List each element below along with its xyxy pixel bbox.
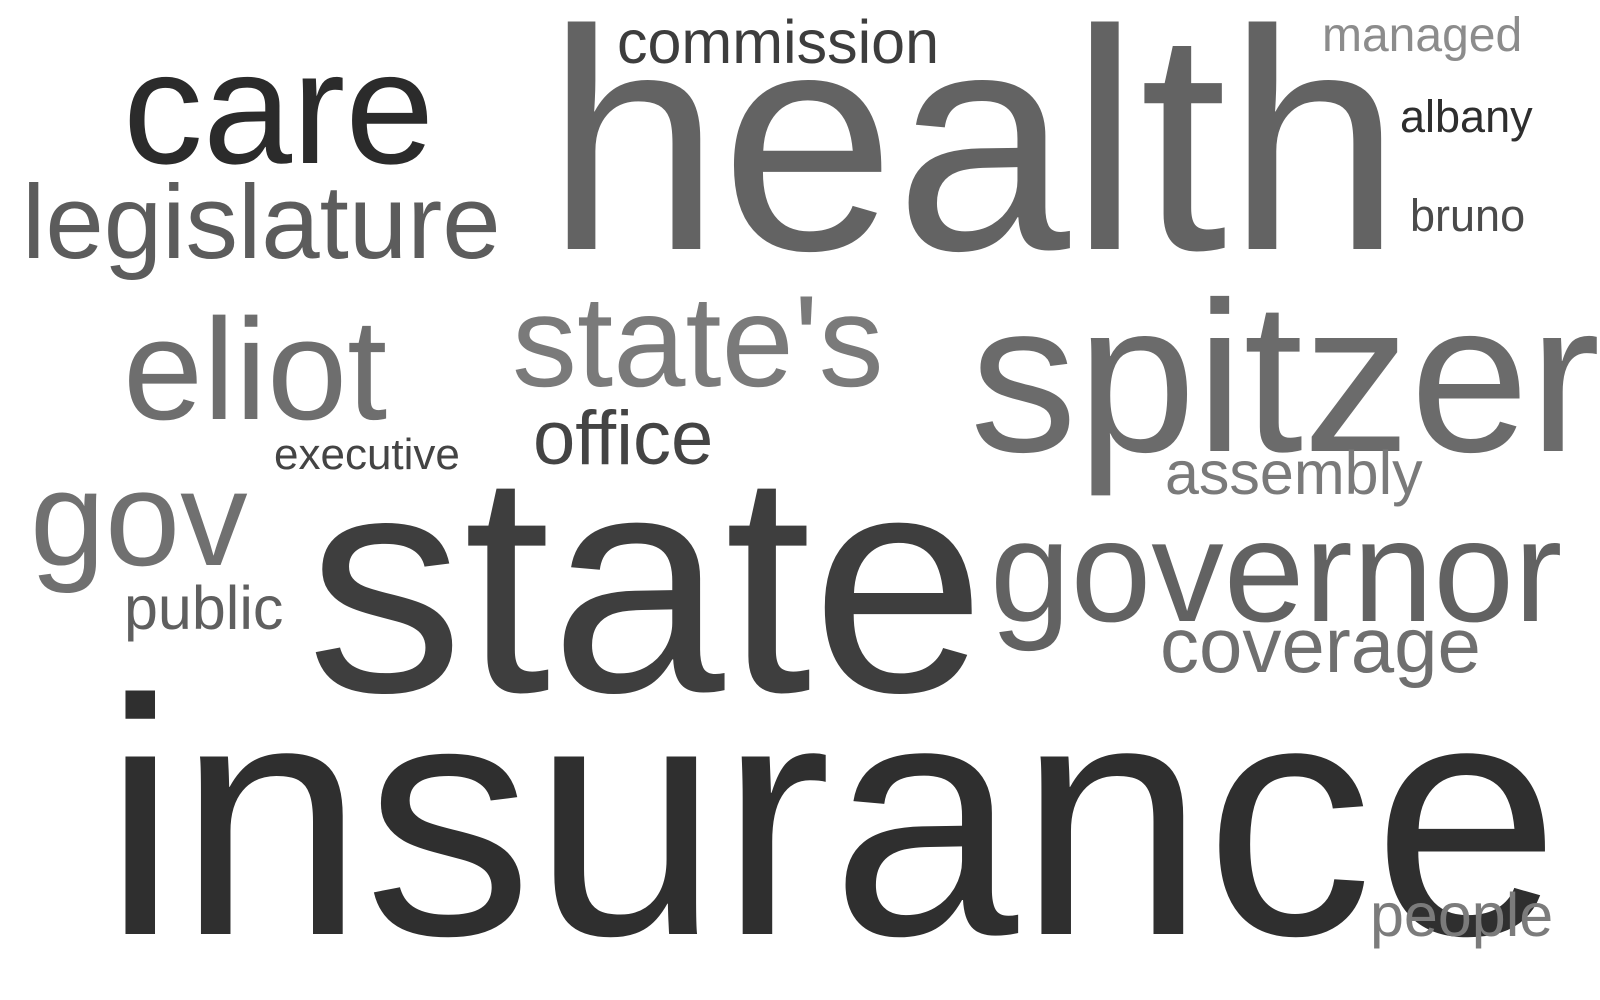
word-assembly: assembly [1165, 439, 1423, 507]
word-bruno: bruno [1410, 190, 1526, 241]
word-coverage: coverage [1160, 601, 1481, 689]
word-public: public [124, 574, 284, 642]
word-gov: gov [30, 443, 248, 594]
word-eliot: eliot [123, 289, 388, 450]
word-commission: commission [617, 8, 940, 76]
word-state: state [307, 409, 986, 758]
word-people: people [1370, 881, 1554, 949]
word-care: care [123, 18, 435, 197]
word-states: state's [512, 268, 884, 414]
word-office: office [533, 396, 714, 481]
word-legislature: legislature [22, 164, 501, 281]
word-health: health [546, 0, 1402, 316]
word-albany: albany [1400, 91, 1533, 142]
word-managed: managed [1322, 9, 1523, 62]
word-spitzer: spitzer [970, 258, 1600, 497]
word-executive: executive [274, 430, 460, 479]
word-governor: governor [990, 490, 1563, 652]
word-insurance: insurance [103, 631, 1560, 1000]
